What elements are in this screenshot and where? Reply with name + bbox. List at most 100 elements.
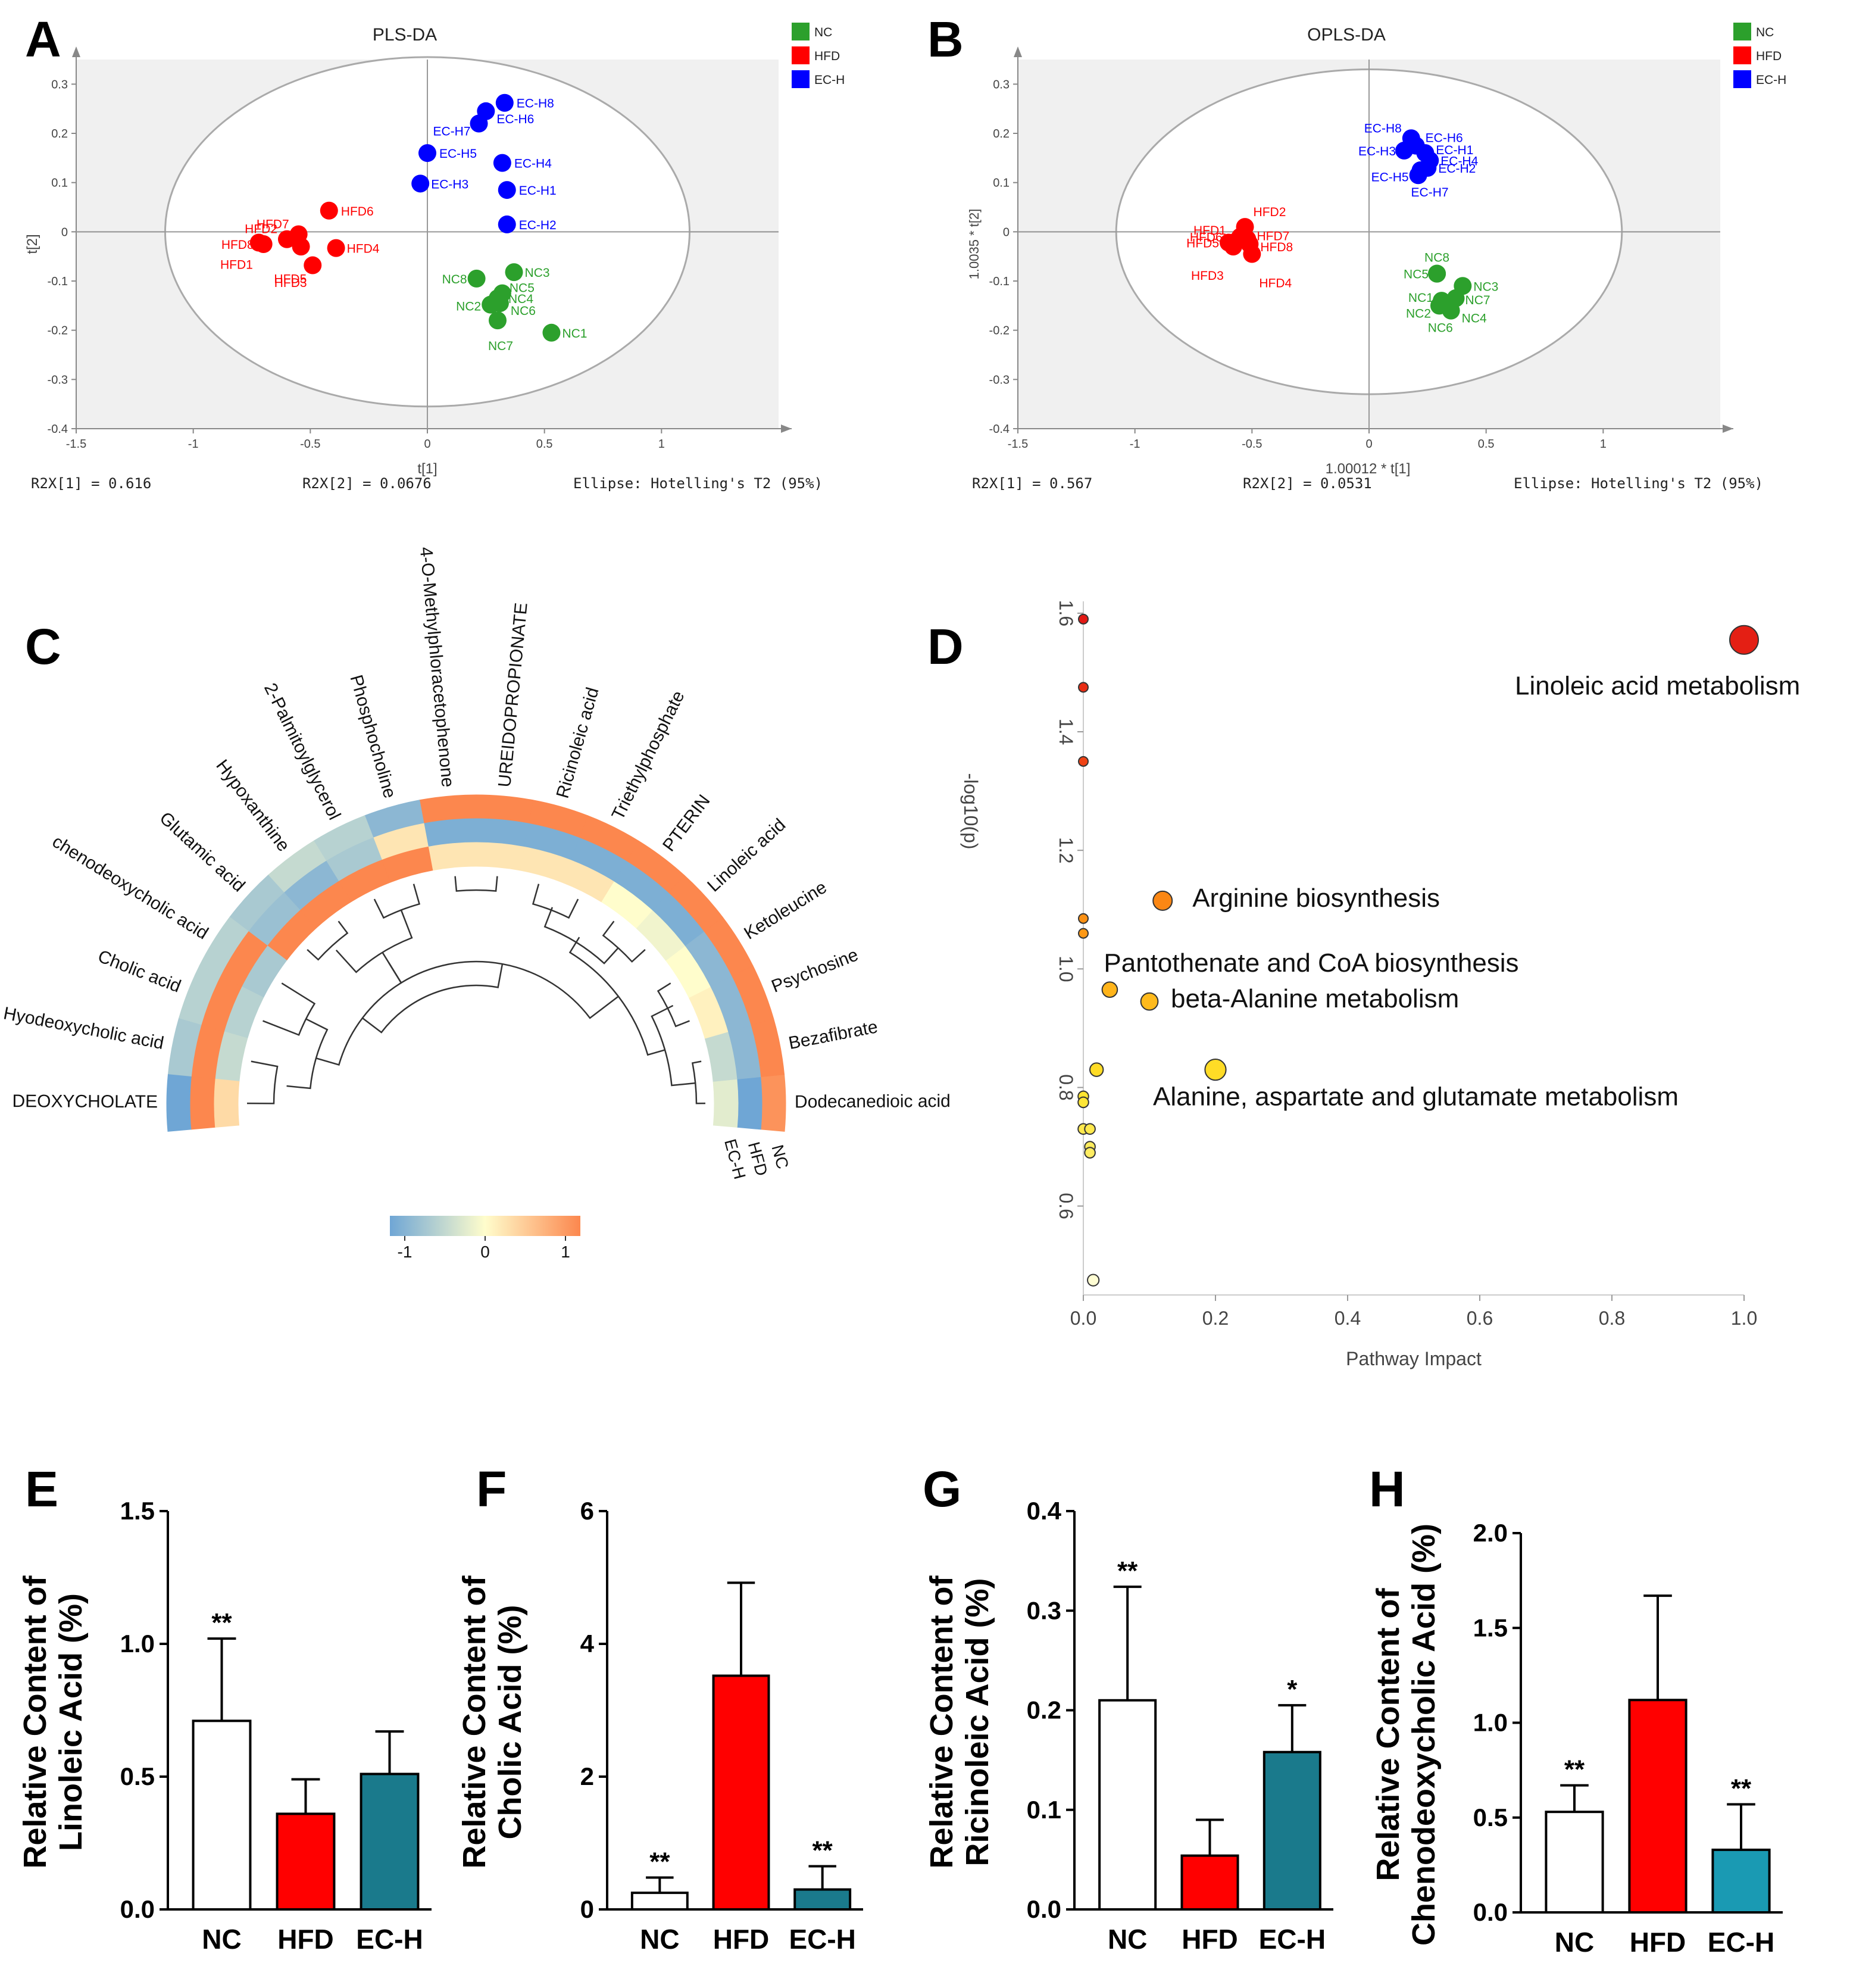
panel-a-ytick-label: -0.4 bbox=[48, 423, 68, 436]
bar-e-ec-h bbox=[360, 1772, 420, 1911]
bar-e-hfd bbox=[276, 1812, 336, 1911]
metabolite-label-glutamic-acid: Glutamic acid bbox=[155, 808, 248, 895]
panel-d-ytick-label: 1.6 bbox=[1055, 600, 1077, 626]
label-b-ec-h8: EC-H8 bbox=[1364, 121, 1402, 135]
label-b-hfd1: HFD1 bbox=[1193, 224, 1226, 238]
label-a-nc6: NC6 bbox=[511, 304, 536, 318]
panel-g-ytick-label: 0.1 bbox=[1027, 1796, 1061, 1824]
label-b-nc7: NC7 bbox=[1465, 294, 1490, 307]
point-b-nc8 bbox=[1428, 264, 1446, 283]
panel-d-xtick-label: 0.8 bbox=[1599, 1307, 1625, 1329]
heat-cell-nc-deoxycholate bbox=[166, 1074, 192, 1132]
panel-g-bar-ricinoleic: 0.0 0.1 0.2 0.3 0.4 ** NC HFD * EC-H Relative Cont… bbox=[924, 1497, 1333, 1955]
label-b-nc4: NC4 bbox=[1462, 312, 1487, 326]
label-b-nc6: NC6 bbox=[1428, 321, 1453, 335]
category-label-e-hfd: HFD bbox=[277, 1924, 334, 1955]
panel-d-xtick-label: 1.0 bbox=[1731, 1307, 1757, 1329]
pathway-bubble-unlabeled-12 bbox=[1077, 1096, 1089, 1109]
panel-letter-b: B bbox=[927, 11, 964, 67]
panel-b-ytick-label: -0.3 bbox=[989, 373, 1010, 386]
panel-letter-a: A bbox=[25, 11, 61, 67]
panel-letter-c: C bbox=[25, 619, 61, 675]
panel-f-ytick-label: 0 bbox=[580, 1895, 594, 1923]
panel-a-ytick-label: -0.3 bbox=[48, 373, 68, 386]
bar-e-nc bbox=[192, 1719, 252, 1911]
label-a-hfd3: HFD3 bbox=[274, 276, 307, 290]
label-a-hfd8: HFD8 bbox=[221, 238, 254, 252]
label-b-ec-h3: EC-H3 bbox=[1358, 145, 1396, 158]
panel-b-ytick-label: -0.1 bbox=[989, 275, 1010, 288]
dendrogram-branch bbox=[651, 1004, 696, 1087]
label-a-ec-h4: EC-H4 bbox=[514, 157, 552, 171]
metabolite-label-4-o-methylphloracetophenone: 4-O-Methylphloracetophenone bbox=[416, 546, 458, 788]
panel-b-xtick-label: 0.5 bbox=[1478, 438, 1495, 451]
label-a-nc2: NC2 bbox=[456, 300, 481, 314]
label-a-nc1: NC1 bbox=[562, 327, 587, 341]
point-a-nc8 bbox=[467, 269, 486, 288]
legend-label-a-hfd: HFD bbox=[814, 49, 840, 63]
pathway-bubble-pantothenate-and-coa-biosynthesis bbox=[1101, 981, 1118, 998]
panel-b-y-arrow bbox=[1014, 46, 1022, 57]
panel-f-ytick-label: 4 bbox=[580, 1630, 595, 1658]
point-a-ec-h5 bbox=[418, 144, 436, 163]
label-b-hfd5: HFD5 bbox=[1186, 237, 1219, 251]
label-a-nc5: NC5 bbox=[510, 282, 535, 295]
metabolite-label-ketoleucine: Ketoleucine bbox=[740, 878, 830, 944]
dendrogram-branch bbox=[315, 962, 402, 1066]
category-label-e-ec-h: EC-H bbox=[356, 1924, 423, 1955]
panel-a-pls-da: PLS-DA -1.5 -1 -0.5 0 0.5 1 0.3 0.2 0.1 0 -0.1 -0.2… bbox=[24, 23, 845, 492]
label-a-ec-h8: EC-H8 bbox=[517, 97, 554, 111]
panel-h-bar-chenodeoxycholic: 0.0 0.5 1.0 1.5 2.0 ** NC HFD ** EC-H Relative Con… bbox=[1370, 1519, 1783, 1958]
panel-h-ytick-label: 2.0 bbox=[1473, 1519, 1508, 1547]
point-a-ec-h2 bbox=[498, 215, 516, 233]
point-a-ec-h8 bbox=[495, 93, 514, 112]
point-a-hfd7 bbox=[289, 225, 308, 244]
panel-b-xlabel: 1.00012 * t[1] bbox=[1326, 461, 1411, 477]
dendrogram-branch bbox=[262, 982, 316, 1036]
label-b-nc8: NC8 bbox=[1424, 251, 1449, 265]
panel-d-xtick-label: 0.0 bbox=[1070, 1307, 1096, 1329]
label-b-nc1: NC1 bbox=[1408, 291, 1433, 305]
legend-swatch-a-hfd bbox=[792, 46, 810, 64]
panel-b-ellipse-note: Ellipse: Hotelling's T2 (95%) bbox=[1514, 475, 1763, 492]
label-a-hfd6: HFD6 bbox=[341, 205, 374, 219]
panel-a-ylabel: t[2] bbox=[24, 234, 40, 254]
metabolite-label-hyodeoxycholic-acid: Hyodeoxycholic acid bbox=[2, 1003, 165, 1053]
heat-cell-hfd-dodecanedioic-acid bbox=[736, 1076, 762, 1130]
panel-g-ylabel-line1: Relative Content of bbox=[924, 1575, 960, 1868]
colorbar-tick-label: 0 bbox=[480, 1243, 490, 1261]
panel-a-xtick-label: -0.5 bbox=[300, 438, 320, 451]
panel-d-xtick-label: 0.4 bbox=[1335, 1307, 1361, 1329]
colorbar-tick-label: -1 bbox=[398, 1243, 412, 1261]
panel-d-ytick-label: 0.6 bbox=[1055, 1193, 1077, 1219]
point-a-hfd4 bbox=[327, 239, 345, 257]
panel-b-opls-da: OPLS-DA -1.5 -1 -0.5 0 0.5 1 0.3 0.2 0.1 0 -0.1 -0.… bbox=[967, 23, 1786, 492]
dendrogram-branch bbox=[373, 884, 421, 919]
metabolite-label-cholic-acid: Cholic acid bbox=[95, 947, 184, 997]
legend-swatch-b-hfd bbox=[1733, 46, 1751, 64]
label-b-ec-h5: EC-H5 bbox=[1371, 170, 1409, 184]
dendrogram-branch bbox=[691, 1060, 706, 1104]
pathway-bubble-unlabeled-10 bbox=[1089, 1062, 1104, 1077]
label-a-hfd1: HFD1 bbox=[220, 258, 253, 272]
legend-label-a-ec-h: EC-H bbox=[814, 73, 845, 87]
label-a-hfd4: HFD4 bbox=[347, 242, 380, 256]
panel-b-ytick-label: 0.1 bbox=[993, 177, 1010, 190]
point-a-hfd6 bbox=[320, 201, 338, 220]
panel-a-xtick-label: 0.5 bbox=[536, 438, 553, 451]
point-b-hfd8 bbox=[1240, 235, 1259, 253]
label-b-ec-h1: EC-H1 bbox=[1436, 143, 1473, 157]
bar-f-ec-h bbox=[793, 1888, 852, 1911]
dendrogram-branch bbox=[335, 910, 413, 973]
pathway-bubble-unlabeled-17 bbox=[1087, 1274, 1100, 1287]
category-label-h-ec-h: EC-H bbox=[1708, 1927, 1774, 1958]
bar-h-nc bbox=[1545, 1811, 1604, 1914]
panel-a-xtick-label: -1 bbox=[188, 438, 199, 451]
metabolite-label-ricinoleic-acid: Ricinoleic acid bbox=[553, 685, 603, 800]
panel-b-ytick-label: 0.2 bbox=[993, 127, 1010, 141]
metabolite-label-pterin: PTERIN bbox=[659, 791, 714, 856]
pathway-bubble-unlabeled-5 bbox=[1078, 613, 1089, 625]
point-b-ec-h8 bbox=[1402, 129, 1420, 148]
heat-cell-hfd-deoxycholate bbox=[190, 1076, 216, 1130]
category-label-g-nc: NC bbox=[1108, 1924, 1147, 1955]
